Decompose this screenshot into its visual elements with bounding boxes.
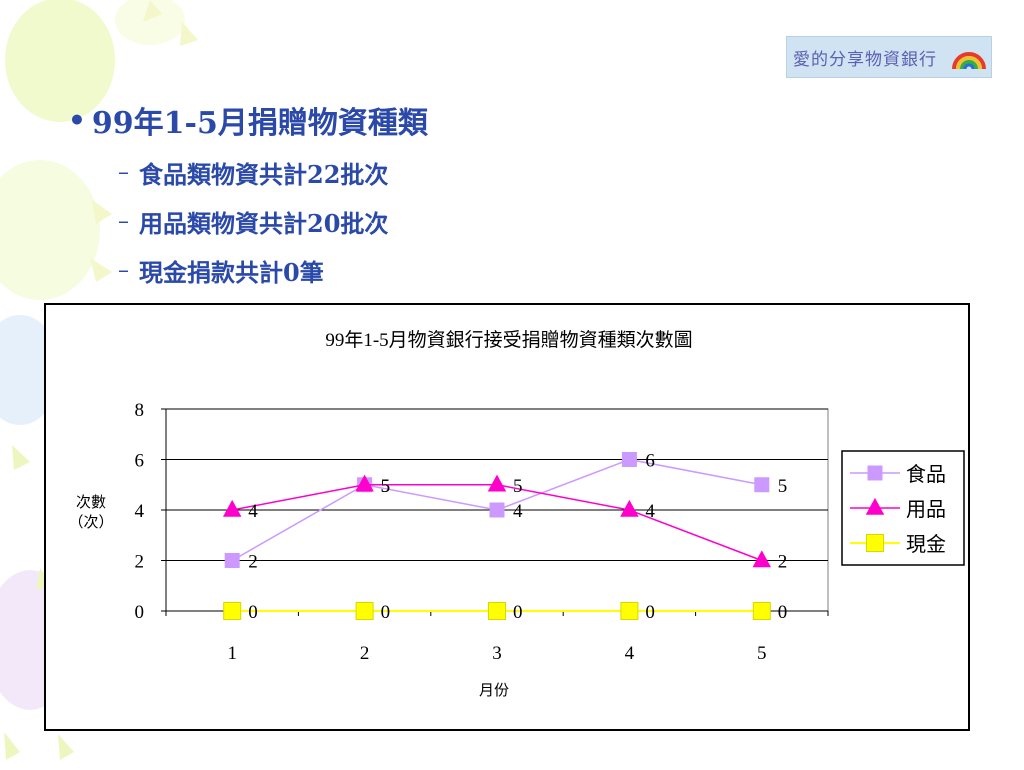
data-label: 2 <box>248 552 258 573</box>
data-point <box>487 474 507 492</box>
data-label: 4 <box>513 501 523 522</box>
data-point <box>355 474 374 492</box>
dash-icon: – <box>118 160 129 185</box>
x-axis-title: 月份 <box>479 682 509 699</box>
bullet-main-item: • 99年1-5月捐贈物資種類 <box>68 98 428 142</box>
data-label: 4 <box>645 501 655 522</box>
data-point <box>355 602 374 620</box>
y-tick-label: 0 <box>135 602 145 623</box>
brand-logo: 愛的分享物資銀行 <box>786 36 992 78</box>
sub-item-food: – 食品類物資共計22批次 <box>118 155 388 190</box>
data-label: 0 <box>248 602 258 623</box>
x-tick-label: 3 <box>492 643 502 664</box>
data-point <box>224 553 240 568</box>
data-label: 0 <box>778 602 788 623</box>
legend-marker <box>865 497 885 515</box>
data-label: 5 <box>381 476 391 497</box>
data-point <box>752 602 771 620</box>
data-label: 2 <box>778 552 788 573</box>
y-axis-title: 次數（次） <box>68 494 113 531</box>
data-point <box>754 477 770 493</box>
sub-item-goods: – 用品類物資共計20批次 <box>118 204 388 239</box>
dash-icon: – <box>118 209 129 234</box>
bullet-dot-icon: • <box>68 103 86 137</box>
bullet-main-text: 99年1-5月捐贈物資種類 <box>91 106 428 141</box>
data-point <box>489 502 505 518</box>
sub-item-text: 現金捐款共計0筆 <box>139 258 324 287</box>
sub-item-text: 食品類物資共計22批次 <box>139 160 389 189</box>
y-tick-label: 2 <box>135 552 145 573</box>
chart-title: 99年1-5月物資銀行接受捐贈物資種類次數圖 <box>325 329 692 351</box>
background-decoration <box>0 0 198 760</box>
data-point <box>222 499 242 517</box>
data-label: 4 <box>248 501 258 522</box>
data-point <box>620 499 639 517</box>
data-label: 0 <box>645 602 655 623</box>
data-label: 6 <box>645 451 655 472</box>
rainbow-umbrella-icon <box>952 52 986 70</box>
dash-icon: – <box>118 258 129 283</box>
data-point <box>488 602 506 620</box>
legend-marker <box>867 465 883 481</box>
data-point <box>223 602 242 620</box>
data-label: 5 <box>381 476 391 497</box>
sub-item-text: 用品類物資共計20批次 <box>139 209 389 238</box>
sub-item-cash: – 現金捐款共計0筆 <box>118 253 324 288</box>
x-tick-label: 1 <box>227 643 237 664</box>
data-label: 5 <box>513 476 523 497</box>
data-label: 0 <box>381 602 391 623</box>
x-tick-label: 2 <box>360 643 370 664</box>
y-tick-label: 4 <box>135 501 145 522</box>
legend-marker <box>866 534 884 552</box>
y-tick-label: 8 <box>135 400 145 421</box>
x-tick-label: 4 <box>625 643 635 664</box>
legend-label: 現金 <box>906 533 946 556</box>
x-tick-label: 5 <box>757 643 767 664</box>
legend-label: 食品 <box>906 463 946 486</box>
series-line <box>232 484 763 562</box>
data-point <box>620 602 639 620</box>
y-tick-label: 6 <box>135 451 145 472</box>
data-label: 5 <box>778 476 788 497</box>
data-point <box>752 550 772 568</box>
chart-frame: 99年1-5月物資銀行接受捐贈物資種類次數圖 0 2 4 6 8 1 2 3 4 5 月份 次數（次）… <box>44 303 970 731</box>
legend-label: 用品 <box>906 499 946 521</box>
logo-text: 愛的分享物資銀行 <box>793 49 937 70</box>
data-point <box>621 452 637 467</box>
data-label: 0 <box>513 602 523 623</box>
